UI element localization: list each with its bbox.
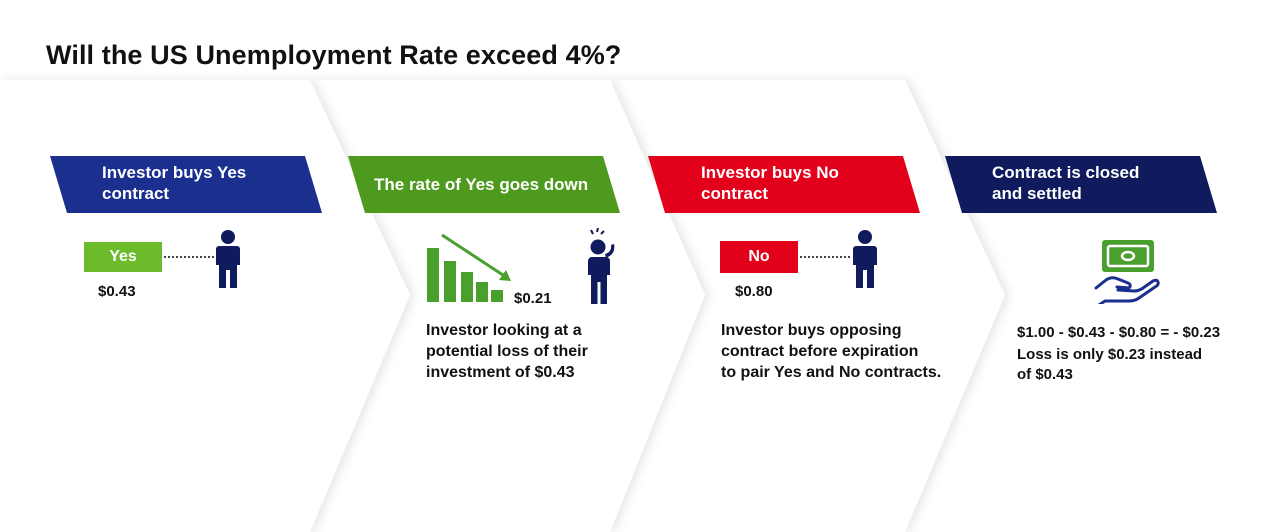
- step3-description: Investor buys opposing contract before e…: [721, 320, 941, 383]
- investor-person-icon: [216, 230, 240, 288]
- step4-banner-line2: and settled: [992, 184, 1082, 203]
- yes-price: $0.43: [98, 283, 136, 300]
- investor-person-icon: [853, 230, 877, 288]
- step3-banner: Investor buys No contract: [648, 156, 923, 213]
- settlement-formula: $1.00 - $0.43 - $0.80 = - $0.23: [1017, 324, 1221, 341]
- money-in-hand-icon: [1094, 240, 1160, 304]
- step3-desc-line3: to pair Yes and No contracts.: [721, 364, 942, 381]
- connector-dots: [164, 256, 214, 258]
- no-contract-pill: No: [720, 241, 798, 273]
- declining-bar-chart-icon: [427, 233, 511, 302]
- step1-banner: Investor buys Yes contract: [50, 156, 325, 213]
- step2-description: Investor looking at a potential loss of …: [426, 320, 588, 383]
- step2-desc-line3: investment of $0.43: [426, 364, 575, 381]
- step1-banner-line1: Investor buys Yes: [102, 163, 247, 182]
- no-price: $0.80: [735, 283, 773, 300]
- step2-desc-line1: Investor looking at a: [426, 322, 582, 339]
- step4-desc-line1: Loss is only $0.23 instead: [1017, 346, 1203, 363]
- worried-investor-icon: [588, 228, 615, 304]
- step2-desc-line2: potential loss of their: [426, 343, 588, 360]
- step3-desc-line1: Investor buys opposing: [721, 322, 902, 339]
- step4-desc-line2: of $0.43: [1017, 366, 1073, 383]
- step4-description: Loss is only $0.23 instead of $0.43: [1017, 345, 1202, 385]
- step4-banner-line1: Contract is closed: [992, 163, 1140, 182]
- page-title: Will the US Unemployment Rate exceed 4%?: [46, 40, 622, 70]
- step2-banner-text: The rate of Yes goes down: [374, 175, 589, 194]
- yes-contract-pill: Yes: [84, 242, 162, 272]
- yes-new-price: $0.21: [514, 290, 552, 307]
- step4-banner: Contract is closed and settled: [945, 156, 1220, 213]
- step1-banner-line2: contract: [102, 184, 170, 203]
- step3-banner-line1: Investor buys No: [701, 163, 839, 182]
- step3-desc-line2: contract before expiration: [721, 343, 919, 360]
- connector-dots: [800, 256, 850, 258]
- step3-banner-line2: contract: [701, 184, 769, 203]
- step2-banner: The rate of Yes goes down: [348, 156, 623, 213]
